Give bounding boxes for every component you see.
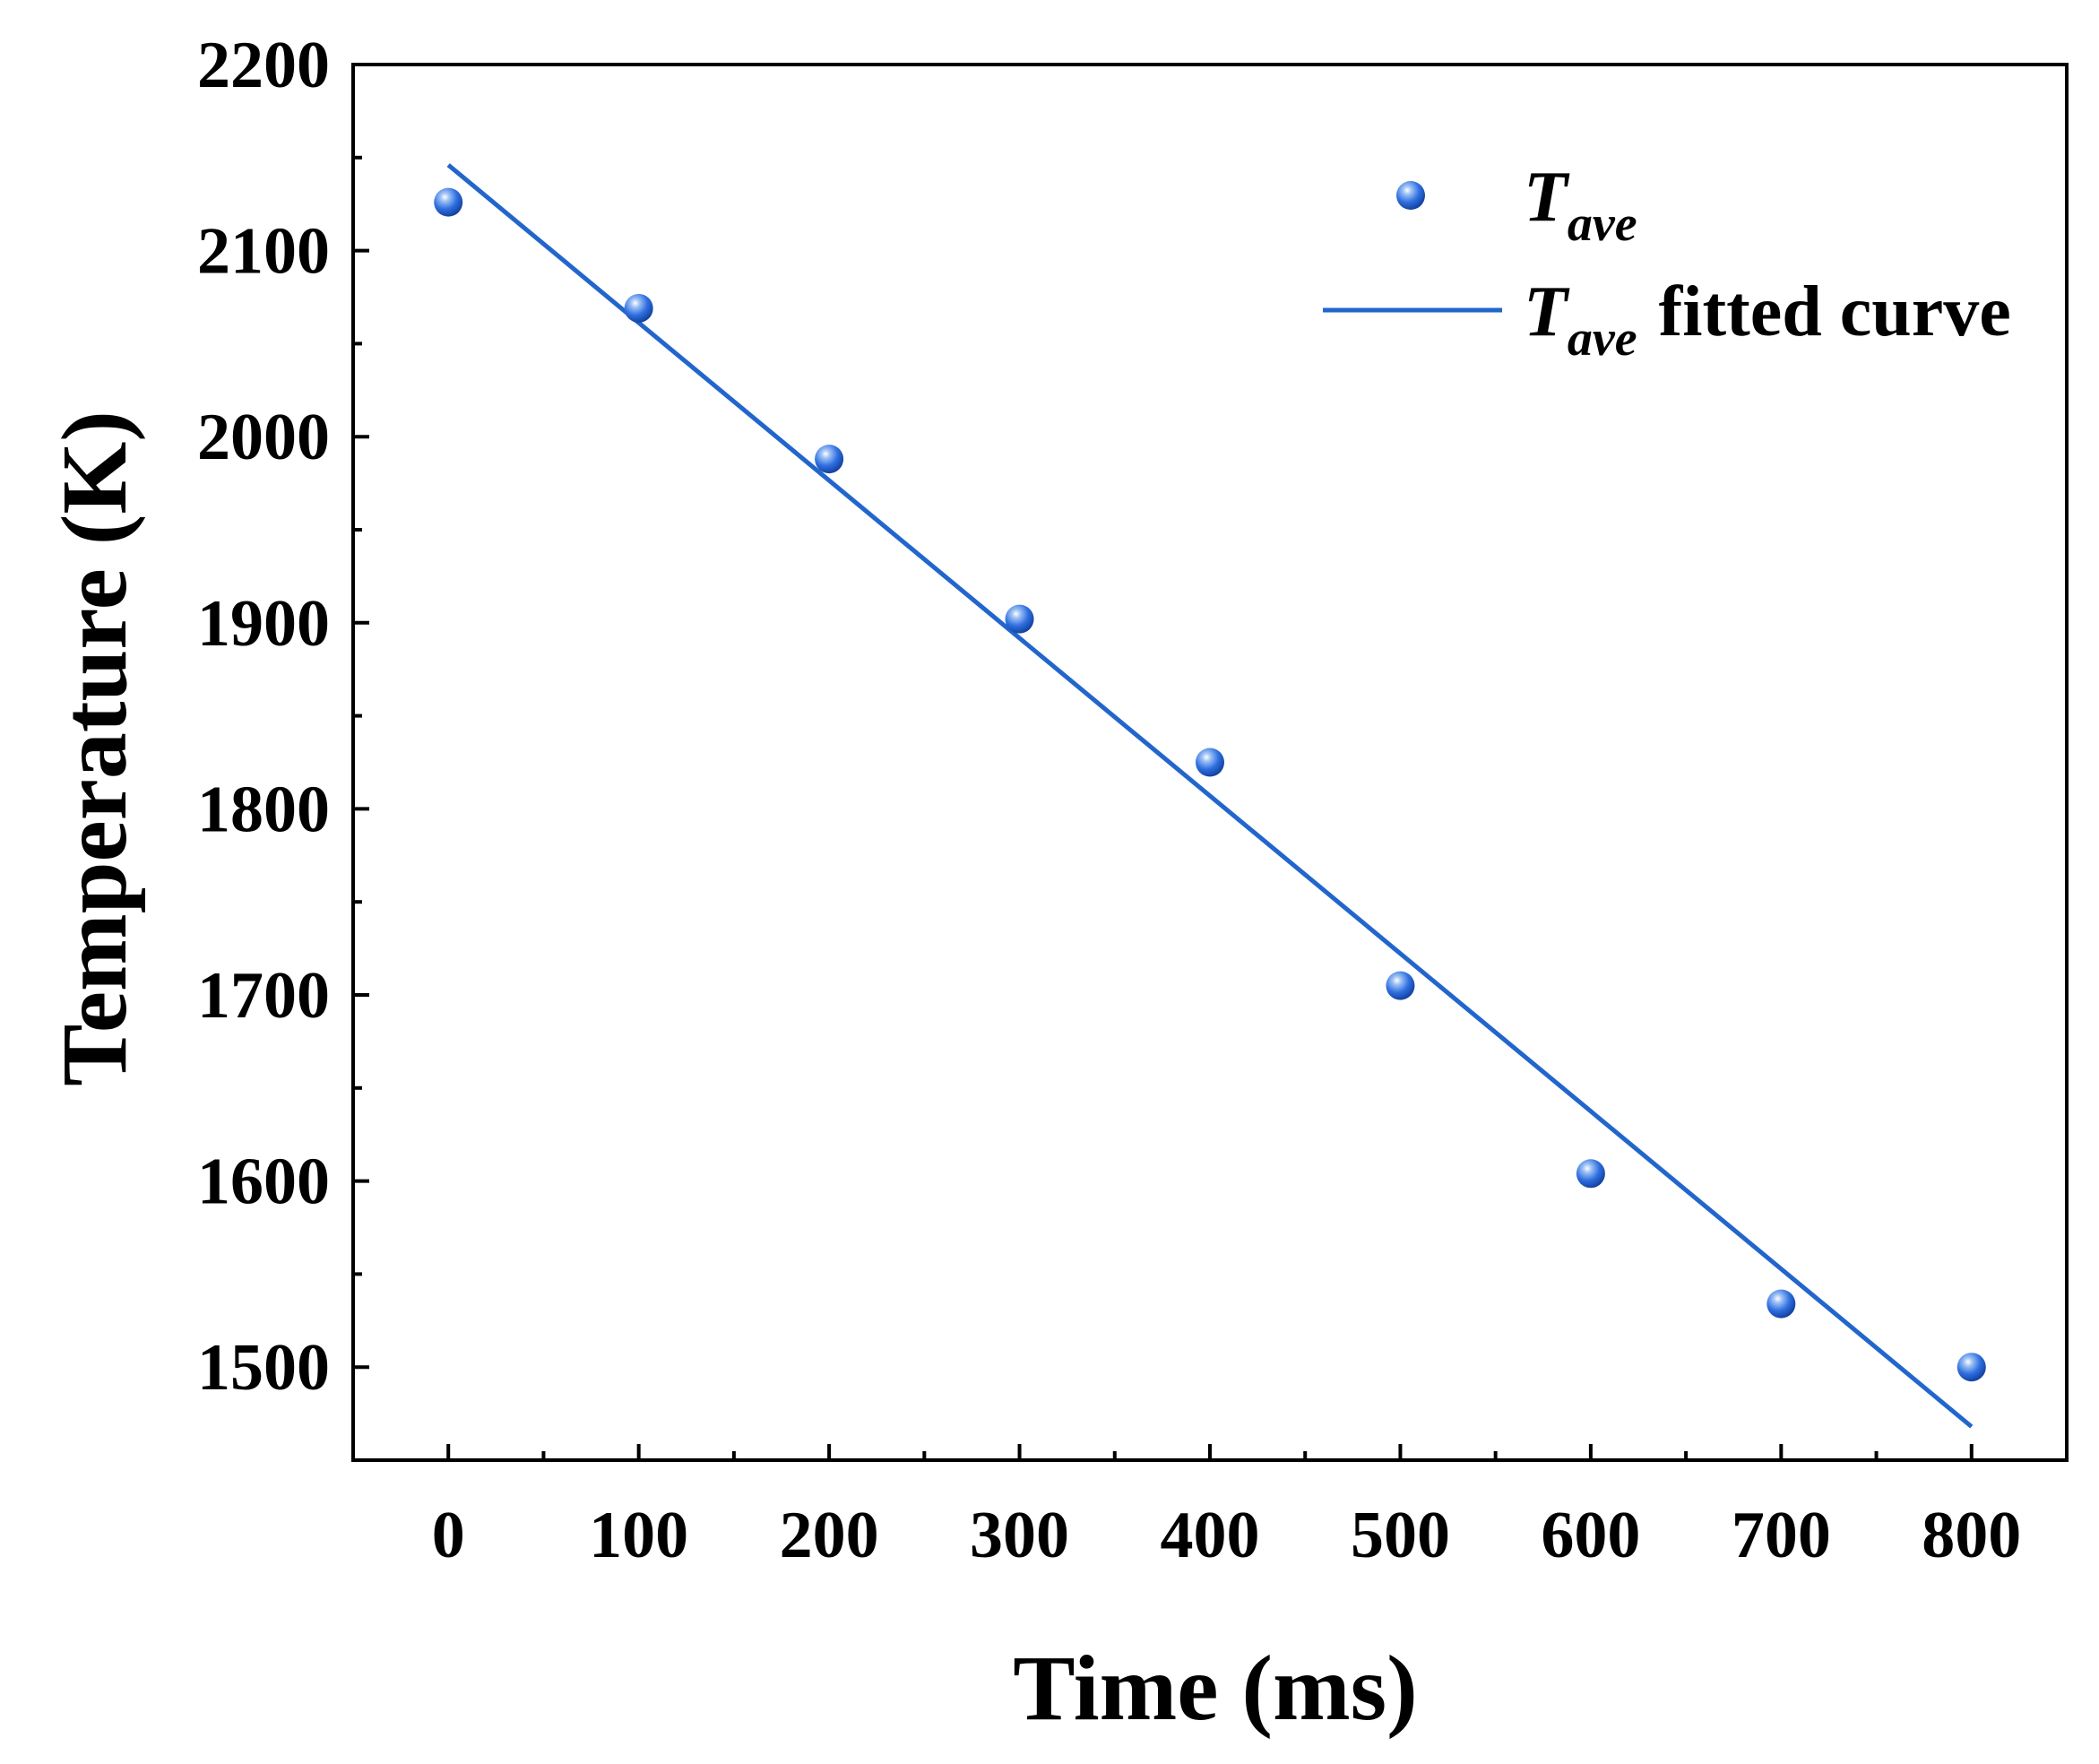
data-point	[1005, 604, 1034, 634]
data-point	[624, 293, 653, 323]
x-tick-label: 200	[780, 1499, 879, 1572]
x-tick-label: 600	[1541, 1499, 1640, 1572]
y-tick-label: 2000	[197, 401, 330, 474]
data-point	[434, 187, 463, 217]
legend-label-scatter: Tave	[1524, 158, 1637, 252]
fitted-line	[446, 163, 1974, 1429]
data-point	[1576, 1159, 1605, 1189]
x-tick-label: 0	[432, 1499, 465, 1572]
y-tick-label: 2100	[197, 215, 330, 289]
y-tick-label: 1600	[197, 1146, 330, 1219]
y-tick-label: 1500	[197, 1331, 330, 1405]
data-point	[1196, 748, 1224, 777]
y-tick-label: 1700	[197, 959, 330, 1033]
data-point	[815, 445, 844, 474]
y-axis: 1500 1600 1700 1800 1900 2000 2100 2200	[197, 29, 369, 1405]
x-tick-label: 700	[1732, 1499, 1831, 1572]
plot-area	[434, 163, 1986, 1429]
y-tick-label: 1900	[197, 587, 330, 661]
x-tick-label: 300	[970, 1499, 1069, 1572]
x-axis: 0 100 200 300 400 500 600 700 800	[432, 1444, 2021, 1572]
legend: Tave Tave fitted curve	[1323, 158, 2011, 367]
x-tick-label: 500	[1351, 1499, 1450, 1572]
legend-label-line: Tave fitted curve	[1524, 272, 2011, 367]
y-tick-label: 1800	[197, 773, 330, 846]
x-tick-label: 100	[589, 1499, 688, 1572]
legend-marker-scatter	[1396, 181, 1425, 210]
x-axis-title: Time (ms)	[1013, 1637, 1418, 1740]
data-point	[1956, 1353, 1986, 1382]
y-axis-title: Temperature (K)	[43, 411, 146, 1086]
x-tick-label: 400	[1161, 1499, 1260, 1572]
x-tick-label: 800	[1922, 1499, 2021, 1572]
data-point	[1386, 971, 1415, 1000]
data-point	[1766, 1289, 1796, 1319]
y-tick-label: 2200	[197, 29, 330, 102]
